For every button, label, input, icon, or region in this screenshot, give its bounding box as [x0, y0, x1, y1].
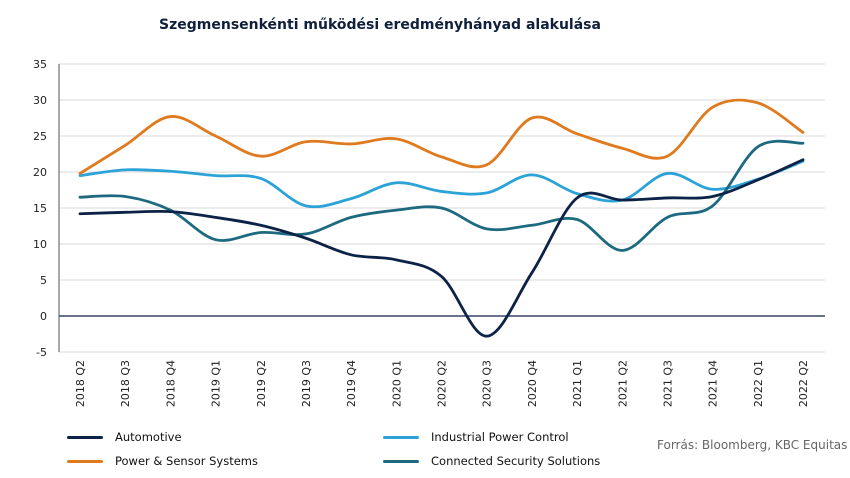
- gridlines: [58, 63, 825, 353]
- legend-label: Industrial Power Control: [431, 430, 569, 444]
- x-tick-label: 2022 Q1: [752, 360, 765, 407]
- series-line-industrial-power-control: [78, 159, 805, 209]
- legend-label: Connected Security Solutions: [431, 454, 601, 468]
- legend-item-power-sensor: Power & Sensor Systems: [67, 454, 258, 468]
- legend-label: Power & Sensor Systems: [115, 454, 258, 468]
- series-line-automotive: [78, 158, 805, 338]
- x-tick-label: 2018 Q4: [164, 360, 177, 407]
- x-tick-label: 2020 Q1: [390, 360, 403, 407]
- series-line-power-sensor-systems: [78, 98, 805, 175]
- legend-item-connected-security: Connected Security Solutions: [383, 454, 600, 468]
- series-line-connected-security-solutions: [78, 139, 805, 252]
- y-tick-label: -5: [36, 346, 47, 359]
- y-tick-label: 5: [40, 274, 47, 287]
- x-tick-label: 2020 Q2: [436, 360, 449, 407]
- y-tick-label: 35: [33, 58, 47, 71]
- y-axis-ticks: -5 0 5 10 15 20 25 30 35: [33, 58, 47, 359]
- chart-title: Szegmensenkénti működési eredményhányad …: [159, 17, 601, 33]
- x-tick-label: 2018 Q2: [74, 360, 87, 407]
- legend-item-automotive: Automotive: [67, 430, 182, 444]
- y-tick-label: 10: [33, 238, 47, 251]
- y-tick-label: 0: [40, 310, 47, 323]
- x-tick-label: 2021 Q2: [616, 360, 629, 407]
- x-tick-label: 2021 Q4: [707, 360, 720, 407]
- x-tick-label: 2020 Q3: [481, 360, 494, 407]
- legend-label: Automotive: [115, 430, 182, 444]
- x-tick-label: 2021 Q1: [571, 360, 584, 407]
- x-axis-ticks: 2018 Q2 2018 Q3 2018 Q4 2019 Q1 2019 Q2 2019 …: [74, 360, 810, 407]
- legend-swatch: [383, 459, 419, 463]
- x-tick-label: 2022 Q2: [797, 360, 810, 407]
- x-tick-label: 2019 Q4: [345, 360, 358, 407]
- legend-swatch: [383, 435, 419, 439]
- legend-swatch: [67, 435, 103, 439]
- x-tick-label: 2021 Q3: [661, 360, 674, 407]
- y-tick-label: 25: [33, 130, 47, 143]
- x-tick-label: 2019 Q1: [210, 360, 223, 407]
- y-tick-label: 30: [33, 94, 47, 107]
- x-tick-label: 2019 Q2: [255, 360, 268, 407]
- source-note: Forrás: Bloomberg, KBC Equitas: [657, 438, 848, 452]
- x-tick-label: 2020 Q4: [526, 360, 539, 407]
- legend-swatch: [67, 459, 103, 463]
- series-lines: [78, 98, 805, 338]
- x-tick-label: 2019 Q3: [300, 360, 313, 407]
- x-tick-label: 2018 Q3: [119, 360, 132, 407]
- y-tick-label: 20: [33, 166, 47, 179]
- legend-item-industrial-power: Industrial Power Control: [383, 430, 569, 444]
- y-tick-label: 15: [33, 202, 47, 215]
